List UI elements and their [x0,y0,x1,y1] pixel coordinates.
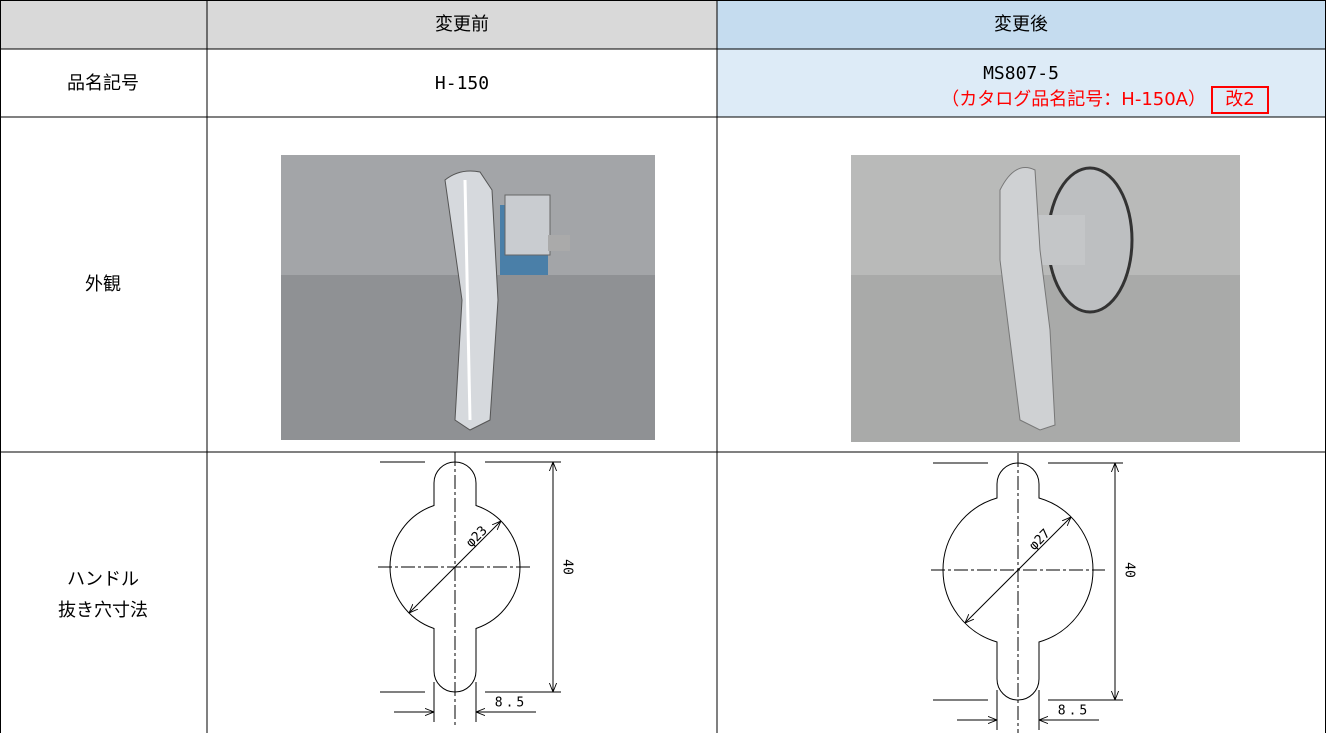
catalog-note: （カタログ品名記号：H-150A） [941,89,1206,110]
diameter-line [965,517,1071,623]
model-after: MS807-5 [983,63,1059,84]
revision-mark: 改2 [1225,89,1254,110]
row-label: ハンドル [67,569,139,590]
header-before: 変更前 [435,14,489,35]
cutout-outline [389,461,521,693]
header-bg [0,0,717,49]
photo-after [851,155,1240,442]
model-before: H-150 [435,73,489,94]
diameter-line [409,521,501,613]
diameter-label: φ27 [1026,526,1053,553]
header-after: 変更後 [994,14,1048,35]
row-label: 外観 [85,274,121,295]
width-label: 8.5 [1058,704,1090,719]
header-bg-after [717,0,1326,49]
row-label: 抜き穴寸法 [58,600,148,621]
revision-box [1211,86,1269,114]
width-label: 8.5 [495,696,527,711]
height-label: 40 [560,559,575,575]
cell-bg-after [717,49,1326,117]
cutout-outline [942,462,1094,701]
diameter-label: φ23 [463,523,490,550]
height-label: 40 [1122,562,1137,578]
photo-before [281,155,655,440]
row-label: 品名記号 [67,73,139,94]
